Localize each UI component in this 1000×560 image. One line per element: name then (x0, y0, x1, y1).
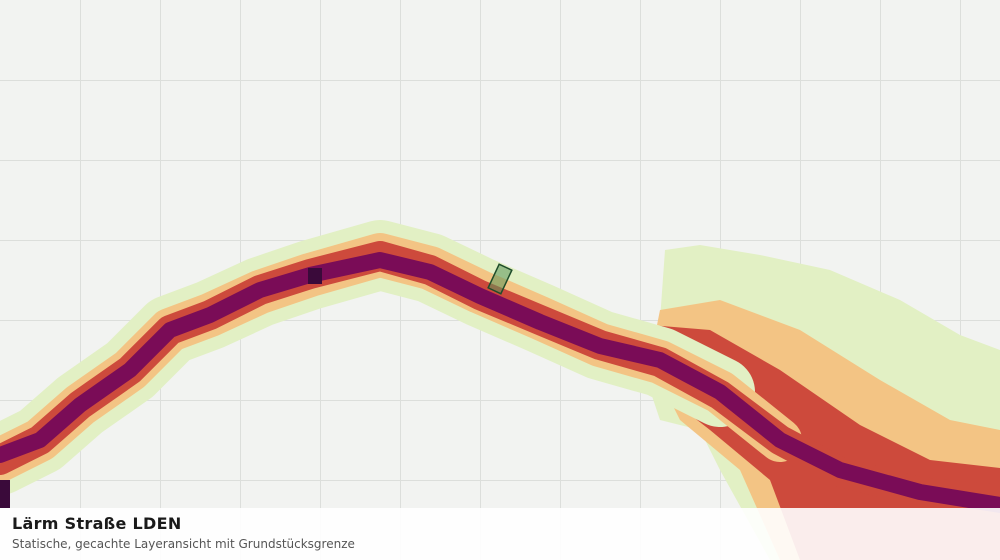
map-title: Lärm Straße LDEN (12, 514, 182, 533)
caption-panel: Lärm Straße LDEN Statische, gecachte Lay… (0, 508, 1000, 560)
noise-zone-max (308, 268, 322, 284)
noise-zone-max (0, 480, 10, 508)
parcel-boundary[interactable] (487, 263, 513, 295)
map-subtitle: Statische, gecachte Layeransicht mit Gru… (12, 537, 355, 551)
